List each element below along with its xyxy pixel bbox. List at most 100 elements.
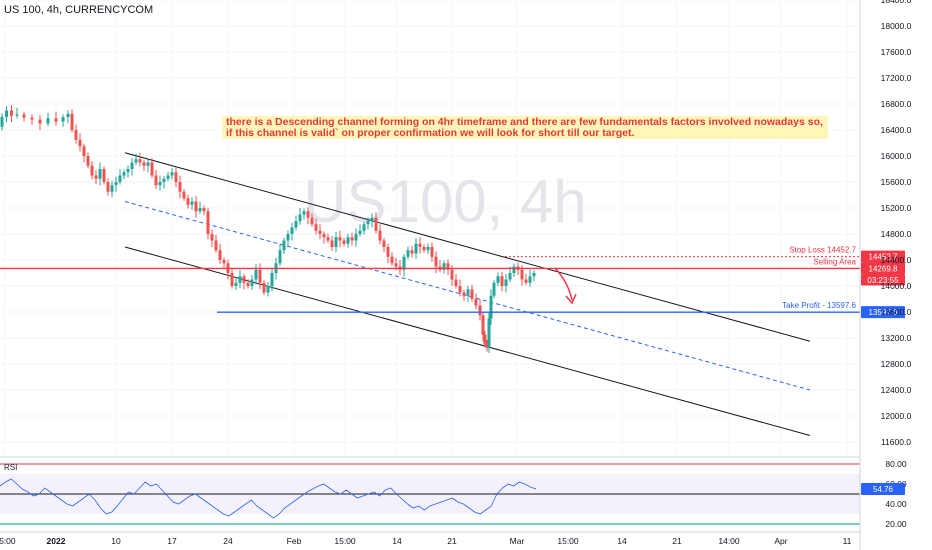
candle	[532, 270, 536, 282]
candle	[302, 208, 306, 220]
candle	[158, 175, 162, 191]
candle-body	[302, 211, 306, 215]
candle-body	[458, 286, 462, 293]
candle-body	[318, 230, 322, 234]
candle-body	[154, 175, 158, 186]
rsi-label: RSI	[4, 463, 18, 472]
candle	[15, 107, 19, 119]
time-tick-label: 21	[672, 536, 682, 546]
candle-body	[122, 172, 126, 176]
candle-body	[98, 169, 102, 179]
price-tick-label: 12800.0	[881, 359, 912, 369]
candle-body	[90, 165, 94, 176]
price-levels[interactable]: Stop Loss 14452.7 14452.7 Selling Area 1426…	[0, 246, 905, 319]
level-0: Stop Loss 14452.7 14452.7	[505, 246, 905, 263]
candle-body	[0, 117, 4, 127]
analysis-note[interactable]: there is a Descending channel forming on…	[222, 116, 828, 139]
price-tick-label: 13600.0	[881, 307, 912, 317]
candle-body	[370, 217, 374, 221]
candle	[234, 277, 238, 290]
candle	[222, 257, 226, 269]
candle-body	[366, 221, 370, 225]
level-label: Take Profit - 13597.6	[782, 301, 856, 310]
candle	[230, 268, 234, 289]
candle-body	[102, 169, 106, 182]
candle-body	[350, 237, 354, 241]
price-tick-label: 17200.0	[881, 73, 912, 83]
candle-body	[483, 334, 487, 345]
price-tick-label: 17600.0	[881, 47, 912, 57]
candle	[478, 299, 482, 321]
candle	[330, 235, 334, 251]
candle	[422, 244, 426, 253]
candle	[438, 260, 442, 273]
candle-body	[214, 240, 218, 251]
candle-body	[442, 263, 446, 270]
candle	[106, 178, 110, 196]
candle	[122, 169, 126, 180]
level-1: Selling Area 14269.8	[0, 257, 905, 275]
candle	[406, 246, 410, 260]
candle-body	[46, 118, 50, 124]
candle-body	[250, 279, 254, 286]
candle-body	[450, 269, 454, 280]
candle	[426, 243, 430, 255]
candle	[370, 213, 374, 228]
price-tick-label: 13200.0	[881, 333, 912, 343]
candle-body	[306, 211, 310, 218]
candle	[489, 289, 493, 325]
level-badge	[861, 306, 905, 319]
candle-body	[5, 110, 8, 117]
candle-body	[500, 276, 504, 286]
candle-body	[194, 201, 198, 212]
candle	[114, 176, 118, 192]
candle-body	[489, 295, 493, 319]
time-tick-label: 14	[392, 536, 402, 546]
candle-body	[314, 224, 318, 231]
candle	[434, 251, 438, 273]
candle-body	[338, 237, 342, 241]
candle-body	[322, 234, 326, 238]
candle-body	[186, 198, 190, 205]
candle	[481, 312, 485, 342]
candle	[334, 231, 338, 253]
time-axis[interactable]: 15:00 2022 10 17 24 Feb 15:00 14 21 Mar 15:00 14 21 1…	[0, 531, 860, 546]
candle-body	[242, 276, 246, 283]
candle	[242, 273, 246, 290]
candle-body	[234, 282, 238, 286]
candle	[326, 233, 330, 244]
candle-body	[178, 182, 182, 192]
rsi-line	[0, 478, 537, 519]
level-badge-text: 13597.6	[869, 308, 898, 317]
candle	[358, 224, 362, 237]
candle	[446, 259, 450, 275]
candle-body	[492, 282, 496, 296]
time-tick-label: 14	[617, 536, 627, 546]
countdown-text: 03:23:55	[867, 276, 899, 285]
candle	[74, 124, 78, 144]
candle	[470, 284, 474, 302]
candle-body	[114, 182, 118, 186]
candle-body	[146, 162, 150, 166]
candle	[350, 232, 354, 246]
candle	[492, 280, 496, 299]
time-tick-label: Mar	[510, 536, 525, 546]
level-label: Stop Loss 14452.7	[789, 246, 856, 255]
candle	[398, 260, 402, 275]
candle	[374, 212, 378, 234]
candle-body	[166, 175, 170, 179]
candle	[174, 166, 178, 188]
candle	[366, 217, 370, 230]
price-tick-label: 15600.0	[881, 177, 912, 187]
candle-body	[470, 289, 474, 299]
candle	[202, 205, 206, 216]
price-axis[interactable]: 11600.0 12000.0 12400.0 12800.0 13200.0 13600…	[859, 0, 912, 550]
price-tick-label: 12000.0	[881, 411, 912, 421]
candle	[102, 166, 106, 185]
price-tick-label: 16000.0	[881, 151, 912, 161]
candle	[98, 162, 102, 186]
candle-body	[150, 162, 154, 176]
candle	[166, 171, 170, 182]
candle	[454, 273, 458, 289]
